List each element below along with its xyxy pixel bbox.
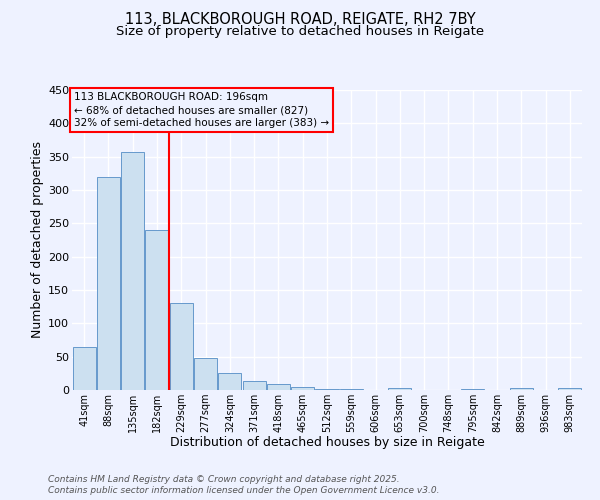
Text: 113, BLACKBOROUGH ROAD, REIGATE, RH2 7BY: 113, BLACKBOROUGH ROAD, REIGATE, RH2 7BY — [125, 12, 475, 28]
Text: 113 BLACKBOROUGH ROAD: 196sqm
← 68% of detached houses are smaller (827)
32% of : 113 BLACKBOROUGH ROAD: 196sqm ← 68% of d… — [74, 92, 329, 128]
Bar — [242, 380, 266, 390]
Bar — [194, 358, 217, 390]
Text: Contains public sector information licensed under the Open Government Licence v3: Contains public sector information licen… — [48, 486, 439, 495]
Bar — [316, 388, 338, 390]
Text: Contains HM Land Registry data © Crown copyright and database right 2025.: Contains HM Land Registry data © Crown c… — [48, 475, 400, 484]
Bar — [559, 388, 581, 390]
Text: Size of property relative to detached houses in Reigate: Size of property relative to detached ho… — [116, 25, 484, 38]
Bar — [170, 304, 193, 390]
Bar — [73, 346, 95, 390]
Bar — [388, 388, 412, 390]
Bar — [121, 152, 144, 390]
Y-axis label: Number of detached properties: Number of detached properties — [31, 142, 44, 338]
Bar — [510, 388, 533, 390]
Bar — [291, 388, 314, 390]
Bar — [267, 384, 290, 390]
Bar — [97, 176, 120, 390]
X-axis label: Distribution of detached houses by size in Reigate: Distribution of detached houses by size … — [170, 436, 484, 450]
Bar — [218, 374, 241, 390]
Bar — [145, 230, 169, 390]
